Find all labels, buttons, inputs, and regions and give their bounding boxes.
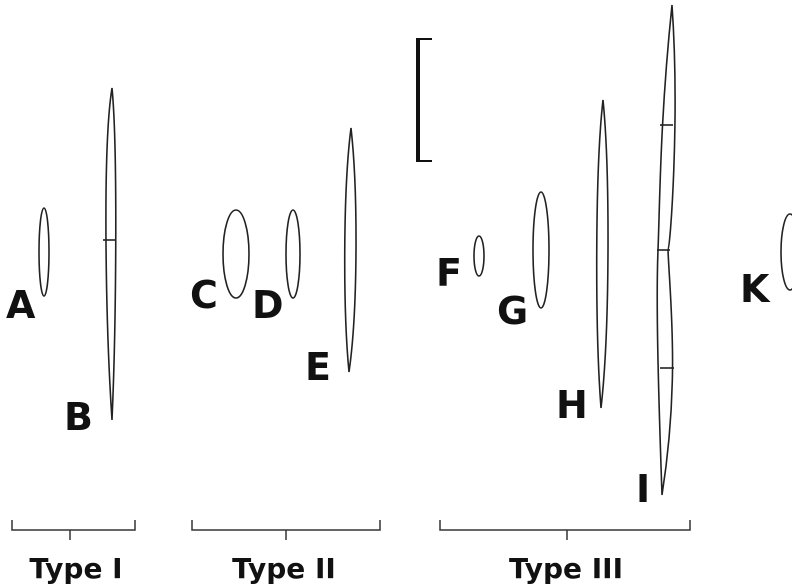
spore-label: E (305, 345, 331, 389)
spore-label: H (556, 383, 588, 427)
spore-label: F (436, 251, 462, 295)
spore-label: K (740, 267, 771, 311)
group-label: Type I (29, 552, 122, 585)
spore-label: C (190, 273, 218, 317)
spore-label: A (6, 283, 36, 327)
group-label: Type III (509, 552, 623, 585)
figure: A B C D E F G H I K Type I Type II Type … (0, 0, 792, 587)
spore-label: D (252, 283, 284, 327)
spore-label: G (497, 289, 528, 333)
spore-d (286, 210, 300, 298)
spore-c (223, 210, 249, 298)
spore-label: B (64, 395, 93, 439)
spore-f (474, 236, 484, 276)
group-label: Type II (232, 552, 336, 585)
spore-a (39, 208, 49, 296)
spore-g (533, 192, 549, 308)
spore-label: I (636, 467, 650, 511)
